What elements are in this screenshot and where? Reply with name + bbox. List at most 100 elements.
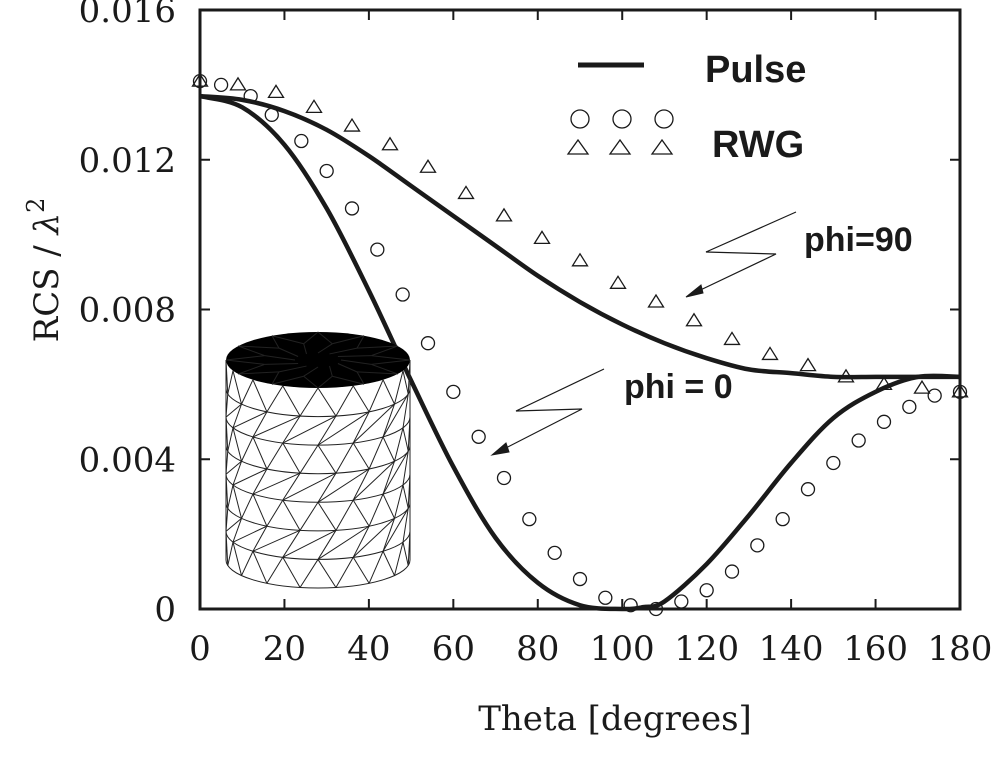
mesh-ring: [225, 531, 411, 560]
mesh-edge: [356, 371, 365, 385]
x-tick-label: 120: [674, 629, 739, 669]
mesh-edge: [317, 502, 337, 531]
mesh-edge: [352, 557, 370, 584]
triangle-marker: [457, 185, 475, 200]
triangle-marker: [267, 84, 285, 99]
mesh-edge: [271, 375, 304, 385]
mesh-edge: [238, 345, 265, 357]
mesh-edge: [402, 427, 409, 452]
triangle-marker: [647, 293, 665, 308]
legend-circle: [570, 109, 590, 129]
circle-marker: [623, 598, 638, 613]
mesh-edge: [332, 335, 365, 345]
mesh-edge: [299, 559, 319, 588]
mesh-edge: [317, 559, 337, 588]
mesh-edge: [282, 415, 301, 444]
triangle-marker: [685, 312, 703, 327]
y-axis-label-symbol: λ: [27, 213, 67, 237]
mesh-edge: [317, 444, 337, 474]
mesh-edge: [407, 531, 411, 566]
circle-marker: [876, 414, 892, 429]
y-tick-label: 0.008: [79, 291, 176, 331]
mesh-edge: [382, 518, 395, 552]
mesh-edge: [225, 417, 229, 452]
mesh-edge: [337, 355, 372, 357]
circle-marker: [319, 163, 334, 179]
mesh-edge: [332, 375, 365, 385]
mesh-ring: [225, 388, 411, 418]
x-tick-label: 0: [189, 629, 211, 669]
circle-marker: [471, 429, 486, 444]
circle-marker: [547, 545, 562, 560]
triangle-marker: [495, 207, 513, 222]
series-3-triangle: [191, 72, 969, 398]
mesh-edge: [402, 370, 409, 395]
mesh-edge: [402, 484, 409, 509]
mesh-edge: [241, 493, 254, 519]
legend-triangle: [566, 138, 590, 155]
mesh-edge: [252, 411, 268, 438]
mesh-edge: [335, 557, 354, 588]
mesh-edge: [238, 345, 279, 349]
circle-marker: [243, 88, 258, 104]
mesh-edge: [225, 460, 242, 475]
mesh-ring: [225, 559, 411, 589]
triangle-marker: [571, 252, 589, 267]
mesh-edge: [382, 551, 395, 576]
mesh-edge: [282, 529, 337, 558]
mesh-edge: [382, 379, 395, 405]
circle-marker: [648, 601, 664, 617]
svg-text:RCS / λ2: RCS / λ2: [22, 198, 67, 343]
y-tick-label: 0.016: [79, 0, 176, 31]
mesh-edge: [407, 474, 411, 509]
x-tick-label: 60: [432, 629, 475, 669]
mesh-edge: [232, 518, 242, 543]
mesh-edge: [252, 468, 268, 495]
mesh-edge: [402, 508, 409, 543]
mesh-edge: [266, 442, 284, 470]
x-tick-label: 180: [928, 629, 993, 669]
circle-marker: [927, 388, 942, 403]
legend-circle: [612, 109, 632, 129]
mesh-edge: [317, 343, 333, 354]
mesh-edge: [402, 451, 409, 486]
mesh-edge: [303, 331, 319, 345]
mesh-edge: [227, 427, 234, 452]
annotation-label-phi-90: phi=90: [804, 221, 913, 259]
mesh-edge: [252, 525, 268, 552]
mesh-edge: [282, 530, 301, 558]
mesh-edge: [382, 403, 395, 438]
mesh-edge: [225, 518, 242, 532]
mesh-edge: [317, 525, 370, 560]
mesh-edge: [368, 493, 384, 527]
mesh-edge: [402, 542, 409, 566]
circle-marker: [294, 133, 309, 149]
mesh-edge: [238, 363, 265, 375]
cylinder-mesh-illustration: [225, 331, 411, 589]
mesh-edge: [232, 403, 242, 429]
mesh-edge: [368, 551, 384, 584]
triangle-marker: [419, 159, 437, 173]
circle-marker: [674, 594, 689, 609]
mesh-edge: [371, 355, 411, 361]
x-tick-label: 20: [263, 629, 306, 669]
mesh-edge: [407, 359, 411, 395]
mesh-edge: [225, 359, 229, 395]
mesh-edge: [232, 468, 268, 486]
mesh-edge: [282, 385, 301, 417]
mesh-edge: [271, 371, 280, 385]
mesh-edge: [317, 468, 370, 503]
mesh-edge: [252, 529, 301, 552]
x-tick-label: 40: [347, 629, 390, 669]
mesh-edge: [371, 363, 398, 375]
mesh-edge: [382, 436, 395, 462]
mesh-edge: [271, 335, 304, 345]
mesh-edge: [352, 499, 370, 527]
mesh-edge: [232, 427, 242, 462]
y-axis-label-text: RCS /: [27, 234, 67, 342]
mesh-edge: [352, 525, 370, 558]
series-1-line: [199, 93, 961, 612]
legend-triangle-markers: [566, 138, 674, 155]
circle-marker: [699, 583, 714, 598]
